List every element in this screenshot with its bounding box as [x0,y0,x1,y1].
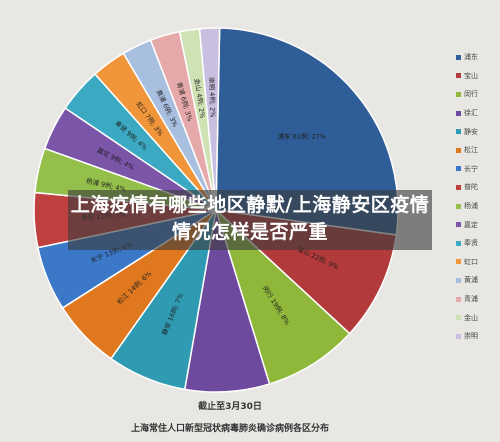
legend-item-14: 金山 [456,308,500,327]
pie-slice-2 [214,207,351,385]
legend-label-1: 宝山 [464,71,478,80]
legend-label-2: 闵行 [464,90,478,99]
legend-swatch-12 [456,277,461,283]
legend-label-4: 静安 [464,127,478,136]
chart-title: 上海疫情有哪些地区静默/上海静安区疫情情况怎样是否严重 [70,194,430,243]
legend-item-15: 崇明 [456,327,500,346]
legend-swatch-0 [456,54,461,60]
title-overlay-background [68,190,432,250]
legend-label-14: 金山 [464,313,478,322]
legend-item-13: 青浦 [456,290,500,309]
legend-swatch-8 [456,203,461,209]
slice-label-0: 浦东 61例; 27% [278,132,327,141]
legend-item-12: 黄浦 [456,271,500,290]
legend-swatch-1 [456,73,461,79]
legend-label-13: 青浦 [464,295,478,304]
legend-swatch-4 [456,129,461,135]
legend-swatch-13 [456,296,461,302]
legend-item-2: 闵行 [456,85,500,104]
legend-swatch-14 [456,315,461,321]
footer-date: 截止至3月30日 [198,402,262,412]
legend-swatch-7 [456,184,461,190]
slice-label-15: 崇明 4例; 2% [207,77,217,118]
legend-item-0: 浦东 [456,48,500,67]
legend-item-8: 杨浦 [456,197,500,216]
legend-label-12: 黄浦 [464,276,478,285]
legend-item-3: 徐汇 [456,104,500,123]
pie-slice-15 [198,27,221,211]
legend-item-5: 松江 [456,141,500,160]
legend-swatch-3 [456,110,461,116]
legend-swatch-11 [456,259,461,265]
legend-label-11: 虹口 [464,257,478,266]
legend-label-5: 松江 [464,146,478,155]
legend-item-11: 虹口 [456,253,500,272]
legend-swatch-2 [456,91,461,97]
legend-item-1: 宝山 [456,67,500,86]
legend-swatch-5 [456,147,461,153]
legend-label-3: 徐汇 [464,109,478,118]
legend-swatch-10 [456,240,461,246]
legend-label-10: 奉贤 [464,239,478,248]
legend-item-4: 静安 [456,122,500,141]
chart-legend: 浦东宝山闵行徐汇静安松江长宁普陀杨浦嘉定奉贤虹口黄浦青浦金山崇明 [456,48,500,346]
legend-item-9: 嘉定 [456,215,500,234]
legend-item-7: 普陀 [456,178,500,197]
legend-item-6: 长宁 [456,160,500,179]
legend-label-6: 长宁 [464,164,478,173]
legend-swatch-9 [456,222,461,228]
legend-label-7: 普陀 [464,183,478,192]
legend-label-9: 嘉定 [464,220,478,229]
footer-title: 上海常住人口新型冠状病毒肺炎确诊病例各区分布 [130,424,329,434]
legend-label-15: 崇明 [464,332,478,341]
legend-swatch-6 [456,166,461,172]
legend-item-10: 奉贤 [456,234,500,253]
legend-label-0: 浦东 [464,53,478,62]
legend-swatch-15 [456,333,461,339]
legend-label-8: 杨浦 [464,202,478,211]
